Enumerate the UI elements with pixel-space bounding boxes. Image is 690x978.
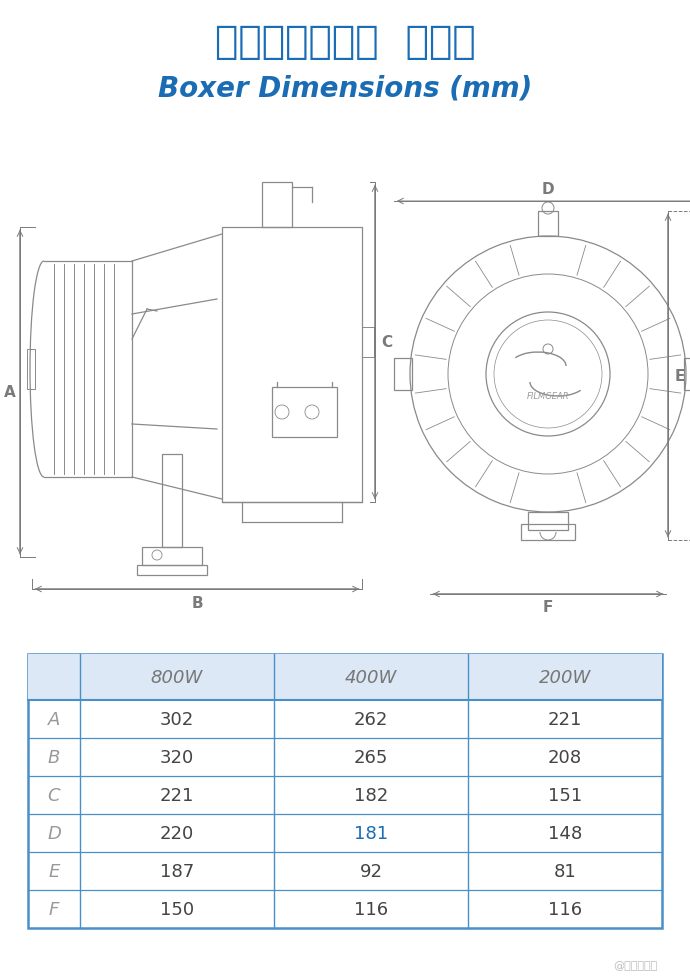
Text: C: C: [48, 786, 60, 804]
Bar: [528, 512, 568, 530]
Bar: [272, 387, 337, 437]
Text: FILMGEAR: FILMGEAR: [526, 392, 569, 401]
Bar: [521, 524, 575, 541]
Bar: [222, 228, 362, 503]
Text: 116: 116: [548, 900, 582, 918]
Bar: [538, 212, 558, 237]
Text: @影视工业网: @影视工业网: [613, 960, 658, 970]
Text: 手提式直射镝灯  规格表: 手提式直射镝灯 规格表: [215, 22, 475, 61]
Text: 208: 208: [548, 748, 582, 766]
Text: F: F: [49, 900, 59, 918]
Text: A: A: [4, 385, 16, 400]
Text: 92: 92: [359, 863, 382, 880]
Text: 181: 181: [354, 824, 388, 842]
Bar: [162, 455, 182, 548]
Bar: [28, 654, 662, 928]
Text: D: D: [47, 824, 61, 842]
Text: 148: 148: [548, 824, 582, 842]
Bar: [362, 328, 374, 358]
Text: 800W: 800W: [151, 668, 203, 687]
Text: D: D: [542, 182, 554, 198]
Text: F: F: [543, 600, 553, 615]
Bar: [137, 565, 207, 575]
Text: 262: 262: [354, 710, 388, 729]
Text: 265: 265: [354, 748, 388, 766]
Text: 221: 221: [548, 710, 582, 729]
Bar: [142, 548, 202, 565]
Bar: [394, 359, 412, 390]
Text: 151: 151: [548, 786, 582, 804]
Text: 187: 187: [160, 863, 194, 880]
Text: E: E: [48, 863, 60, 880]
Text: 81: 81: [553, 863, 576, 880]
Text: 221: 221: [160, 786, 194, 804]
Text: 150: 150: [160, 900, 194, 918]
Text: 116: 116: [354, 900, 388, 918]
Bar: [262, 183, 292, 228]
Text: E: E: [675, 369, 685, 383]
Text: 320: 320: [160, 748, 194, 766]
Text: 200W: 200W: [539, 668, 591, 687]
Bar: [28, 654, 662, 700]
Text: 182: 182: [354, 786, 388, 804]
Text: B: B: [48, 748, 60, 766]
Text: Boxer Dimensions (mm): Boxer Dimensions (mm): [158, 74, 532, 102]
Bar: [684, 359, 690, 390]
Text: A: A: [48, 710, 60, 729]
Text: C: C: [382, 335, 393, 350]
Text: 302: 302: [160, 710, 194, 729]
Text: 220: 220: [160, 824, 194, 842]
Text: 400W: 400W: [345, 668, 397, 687]
Bar: [27, 350, 35, 389]
Text: B: B: [191, 596, 203, 611]
